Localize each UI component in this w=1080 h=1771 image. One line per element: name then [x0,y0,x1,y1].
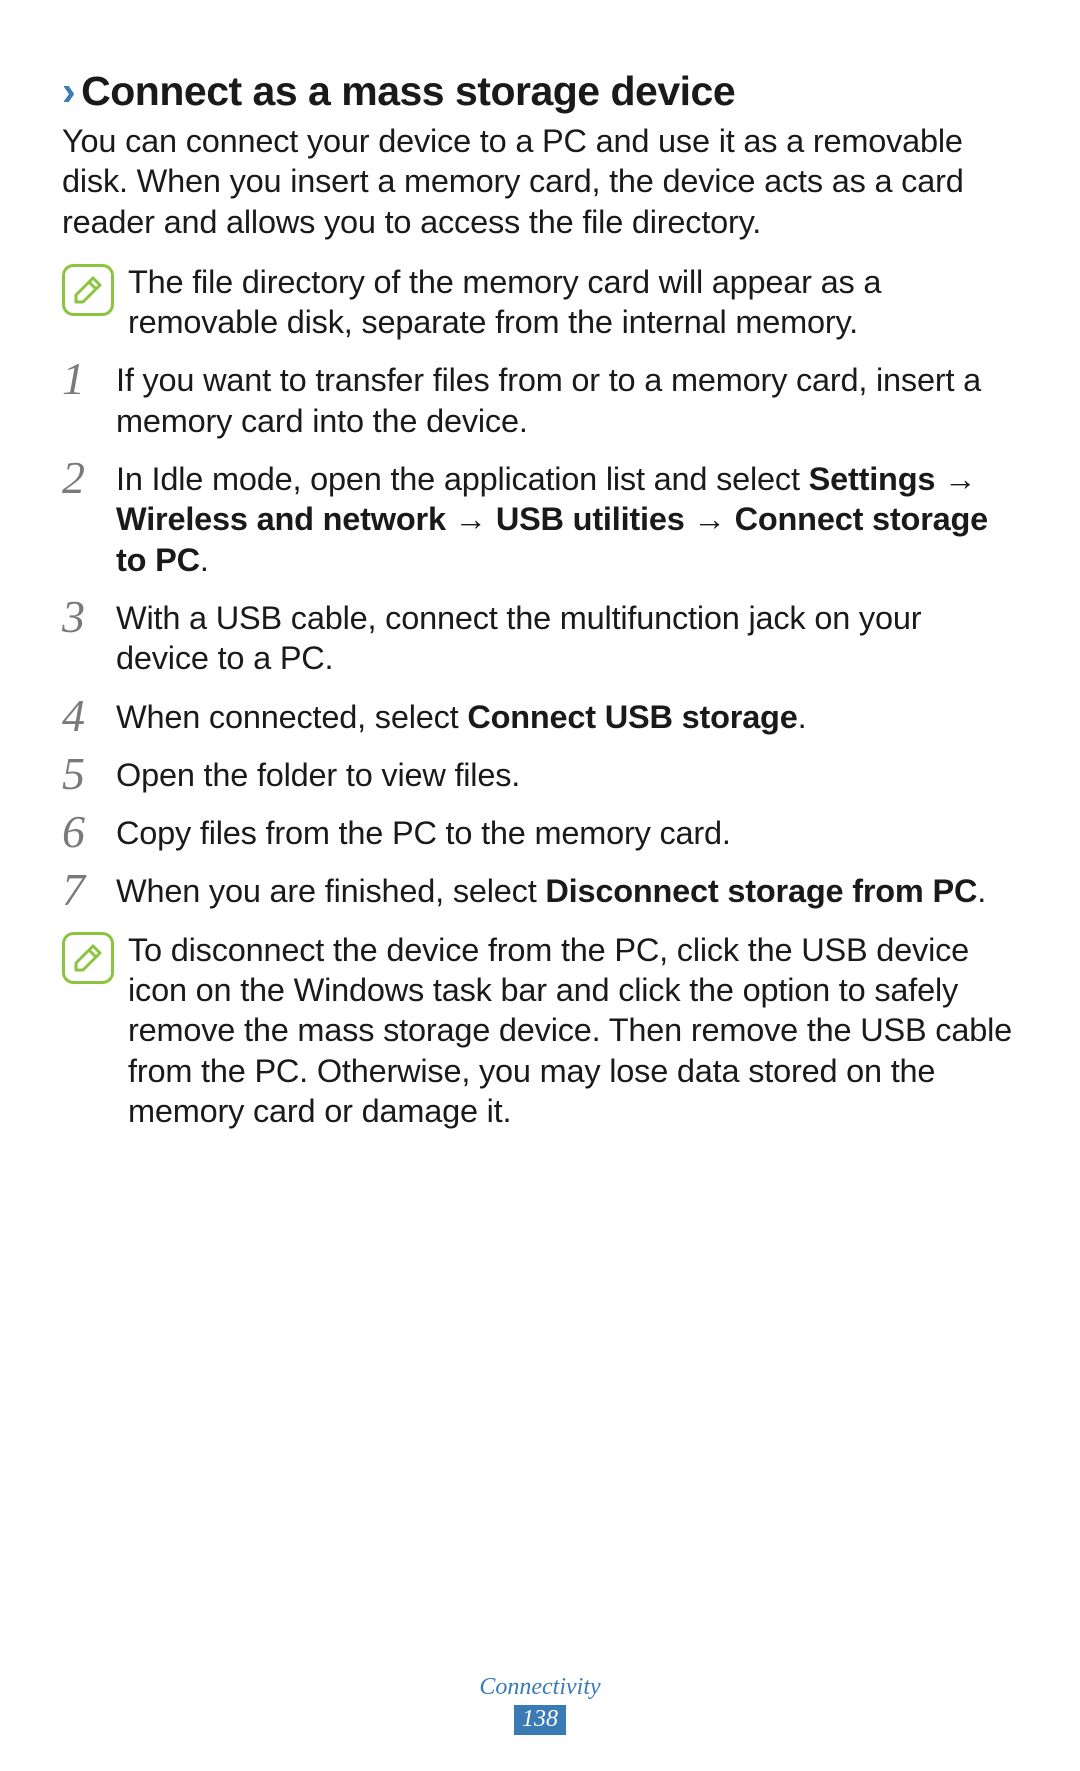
step-item: 4When connected, select Connect USB stor… [62,697,1018,737]
page-number: 138 [514,1705,566,1735]
note-pencil-icon [62,932,114,984]
step-number: 3 [62,588,106,645]
heading-text: Connect as a mass storage device [81,68,735,114]
note-text-1: The file directory of the memory card wi… [128,262,1018,343]
step-number: 4 [62,687,106,744]
step-number: 7 [62,861,106,918]
step-text: When you are finished, select Disconnect… [116,873,986,909]
step-item: 7When you are finished, select Disconnec… [62,871,1018,911]
page-footer: Connectivity 138 [0,1674,1080,1735]
step-item: 3With a USB cable, connect the multifunc… [62,598,1018,679]
heading-chevron-icon: › [62,68,75,114]
step-text: With a USB cable, connect the multifunct… [116,600,921,676]
step-number: 1 [62,350,106,407]
step-text: If you want to transfer files from or to… [116,362,981,438]
step-text: Open the folder to view files. [116,757,520,793]
note-pencil-icon [62,264,114,316]
step-text: Copy files from the PC to the memory car… [116,815,731,851]
step-number: 2 [62,449,106,506]
step-item: 2In Idle mode, open the application list… [62,459,1018,580]
manual-page: ›Connect as a mass storage device You ca… [0,0,1080,1771]
step-number: 5 [62,745,106,802]
note-block-1: The file directory of the memory card wi… [62,262,1018,343]
note-text-2: To disconnect the device from the PC, cl… [128,930,1018,1131]
step-item: 6Copy files from the PC to the memory ca… [62,813,1018,853]
intro-paragraph: You can connect your device to a PC and … [62,121,1018,242]
step-number: 6 [62,803,106,860]
note-block-2: To disconnect the device from the PC, cl… [62,930,1018,1131]
footer-section-label: Connectivity [0,1674,1080,1701]
step-text: In Idle mode, open the application list … [116,461,988,578]
step-item: 5Open the folder to view files. [62,755,1018,795]
step-item: 1If you want to transfer files from or t… [62,360,1018,441]
section-heading: ›Connect as a mass storage device [62,68,1018,115]
steps-list: 1If you want to transfer files from or t… [62,360,1018,911]
step-text: When connected, select Connect USB stora… [116,699,806,735]
